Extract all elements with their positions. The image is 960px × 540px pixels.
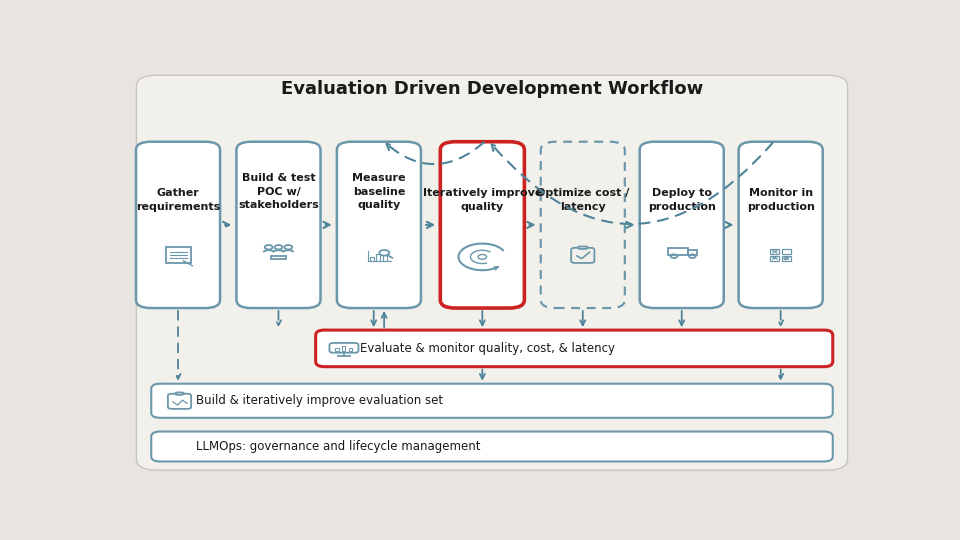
FancyBboxPatch shape: [578, 246, 588, 249]
FancyBboxPatch shape: [136, 75, 848, 470]
FancyBboxPatch shape: [639, 141, 724, 308]
FancyBboxPatch shape: [236, 141, 321, 308]
FancyBboxPatch shape: [152, 431, 832, 462]
Text: Iteratively improve
quality: Iteratively improve quality: [422, 188, 542, 212]
FancyBboxPatch shape: [441, 141, 524, 308]
FancyBboxPatch shape: [176, 393, 183, 395]
Text: Evaluation Driven Development Workflow: Evaluation Driven Development Workflow: [281, 80, 703, 98]
Text: Deploy to
production: Deploy to production: [648, 188, 715, 212]
FancyBboxPatch shape: [337, 141, 420, 308]
Text: Measure
baseline
quality: Measure baseline quality: [352, 173, 406, 210]
Text: LLMOps: governance and lifecycle management: LLMOps: governance and lifecycle managem…: [196, 440, 480, 453]
FancyBboxPatch shape: [738, 141, 823, 308]
FancyBboxPatch shape: [136, 141, 220, 308]
Text: Monitor in
production: Monitor in production: [747, 188, 815, 212]
FancyBboxPatch shape: [316, 330, 832, 367]
Text: Optimize cost /
latency: Optimize cost / latency: [536, 188, 630, 212]
Text: Build & iteratively improve evaluation set: Build & iteratively improve evaluation s…: [196, 394, 443, 407]
FancyBboxPatch shape: [540, 141, 625, 308]
Text: Gather
requirements: Gather requirements: [136, 188, 220, 212]
FancyBboxPatch shape: [152, 384, 832, 418]
Text: Build & test
POC w/
stakeholders: Build & test POC w/ stakeholders: [238, 173, 319, 210]
Text: Evaluate & monitor quality, cost, & latency: Evaluate & monitor quality, cost, & late…: [360, 342, 615, 355]
